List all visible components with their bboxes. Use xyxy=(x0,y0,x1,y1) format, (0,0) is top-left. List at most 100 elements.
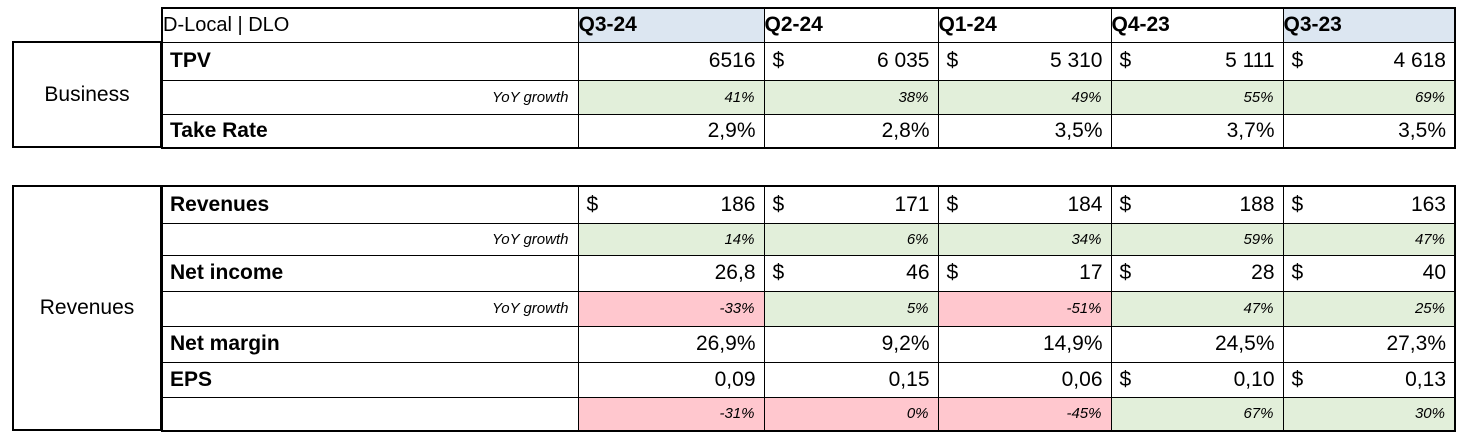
table-row-tpv: TPV 6516 $6 035 $5 310 $5 111 $4 618 xyxy=(161,41,1456,81)
row-label-cell[interactable]: Net income xyxy=(161,254,579,292)
table-row-eps-yoy: -31% 0% -45% 67% 30% xyxy=(161,396,1456,432)
value-cell[interactable]: $163 xyxy=(1282,185,1456,224)
value-cell[interactable]: 3,7% xyxy=(1110,113,1284,149)
cell-value: 5 111 xyxy=(1225,49,1275,72)
value-cell[interactable]: 24,5% xyxy=(1110,325,1284,363)
value-cell[interactable]: 3,5% xyxy=(1282,113,1456,149)
row-label-cell[interactable]: Net margin xyxy=(161,325,579,363)
value-cell[interactable]: $28 xyxy=(1110,254,1284,292)
cell-value: 3,7% xyxy=(1226,118,1275,142)
quarter-header-cell[interactable]: Q2-24 xyxy=(763,7,939,43)
cell-value: 171 xyxy=(894,192,930,216)
cell-value: 14,9% xyxy=(1042,332,1103,355)
value-cell[interactable]: $17 xyxy=(937,254,1112,292)
cell-value: 4 618 xyxy=(1393,49,1446,72)
currency-prefix: $ xyxy=(946,261,959,284)
cell-value: 0,13 xyxy=(1405,367,1446,391)
value-cell[interactable]: $0,13 xyxy=(1282,361,1456,398)
value-cell[interactable]: $184 xyxy=(937,185,1112,224)
value-cell[interactable]: 3,5% xyxy=(937,113,1112,149)
growth-cell[interactable]: 5% xyxy=(763,290,939,327)
quarter-header-cell[interactable]: Q1-24 xyxy=(937,7,1112,43)
cell-value: 26,9% xyxy=(695,332,756,355)
growth-cell[interactable]: 34% xyxy=(937,222,1112,256)
value-cell[interactable]: $186 xyxy=(577,185,765,224)
value-cell[interactable]: $40 xyxy=(1282,254,1456,292)
cell-value: 2,8% xyxy=(881,118,930,142)
growth-cell[interactable]: 47% xyxy=(1282,222,1456,256)
quarter-header-cell[interactable]: Q4-23 xyxy=(1110,7,1284,43)
cell-value: 2,9% xyxy=(707,118,756,142)
growth-cell[interactable]: 59% xyxy=(1110,222,1284,256)
cell-value: 6516 xyxy=(708,49,756,72)
row-label-cell[interactable]: YoY growth xyxy=(161,79,579,115)
table-row-tpv-yoy: YoY growth 41% 38% 49% 55% 69% xyxy=(161,79,1456,115)
value-cell[interactable]: $6 035 xyxy=(763,41,939,81)
growth-cell[interactable]: 67% xyxy=(1110,396,1284,432)
growth-cell[interactable]: 30% xyxy=(1282,396,1456,432)
cell-value: 17 xyxy=(1079,261,1103,284)
currency-prefix: $ xyxy=(1291,192,1304,216)
value-cell[interactable]: 26,8 xyxy=(577,254,765,292)
business-table: D-Local | DLO Q3-24 Q2-24 Q1-24 Q4-23 Q3… xyxy=(161,7,1456,149)
section-label-revenues: Revenues xyxy=(12,185,162,431)
growth-cell[interactable]: 69% xyxy=(1282,79,1456,115)
cell-value: 6 035 xyxy=(876,49,930,72)
cell-value: 5 310 xyxy=(1049,49,1103,72)
value-cell[interactable]: 0,15 xyxy=(763,361,939,398)
table-row-eps: EPS 0,09 0,15 0,06 $0,10 $0,13 xyxy=(161,361,1456,398)
growth-cell[interactable]: -33% xyxy=(577,290,765,327)
cell-value: 0,10 xyxy=(1233,367,1275,391)
value-cell[interactable]: $46 xyxy=(763,254,939,292)
value-cell[interactable]: $0,10 xyxy=(1110,361,1284,398)
value-cell[interactable]: 2,8% xyxy=(763,113,939,149)
growth-cell[interactable]: 0% xyxy=(763,396,939,432)
row-label-cell[interactable]: YoY growth xyxy=(161,290,579,327)
value-cell[interactable]: 9,2% xyxy=(763,325,939,363)
row-label-cell[interactable]: TPV xyxy=(161,41,579,81)
currency-prefix: $ xyxy=(772,49,785,72)
currency-prefix: $ xyxy=(1291,49,1304,72)
growth-cell[interactable]: 55% xyxy=(1110,79,1284,115)
growth-cell[interactable]: 38% xyxy=(763,79,939,115)
value-cell[interactable]: 0,06 xyxy=(937,361,1112,398)
value-cell[interactable]: 14,9% xyxy=(937,325,1112,363)
cell-value: 0,09 xyxy=(714,367,756,391)
value-cell[interactable]: 26,9% xyxy=(577,325,765,363)
cell-value: 26,8 xyxy=(714,261,756,284)
growth-cell[interactable]: -51% xyxy=(937,290,1112,327)
currency-prefix: $ xyxy=(1119,49,1132,72)
value-cell[interactable]: $4 618 xyxy=(1282,41,1456,81)
currency-prefix: $ xyxy=(1291,367,1304,391)
row-label-cell[interactable]: YoY growth xyxy=(161,222,579,256)
value-cell[interactable]: $5 310 xyxy=(937,41,1112,81)
value-cell[interactable]: 27,3% xyxy=(1282,325,1456,363)
quarter-header-cell[interactable]: Q3-24 xyxy=(577,7,765,43)
value-cell[interactable]: $171 xyxy=(763,185,939,224)
growth-cell[interactable]: -45% xyxy=(937,396,1112,432)
value-cell[interactable]: 2,9% xyxy=(577,113,765,149)
growth-cell[interactable]: 49% xyxy=(937,79,1112,115)
value-cell[interactable]: $188 xyxy=(1110,185,1284,224)
growth-cell[interactable]: 47% xyxy=(1110,290,1284,327)
growth-cell[interactable]: 6% xyxy=(763,222,939,256)
growth-cell[interactable]: -31% xyxy=(577,396,765,432)
cell-value: 27,3% xyxy=(1386,332,1446,355)
cell-value: 0,15 xyxy=(888,367,930,391)
table-row-net-income-yoy: YoY growth -33% 5% -51% 47% 25% xyxy=(161,290,1456,327)
row-label-cell[interactable]: EPS xyxy=(161,361,579,398)
cell-value: 9,2% xyxy=(881,332,930,355)
growth-cell[interactable]: 25% xyxy=(1282,290,1456,327)
value-cell[interactable]: 0,09 xyxy=(577,361,765,398)
row-label-cell[interactable]: Revenues xyxy=(161,185,579,224)
growth-cell[interactable]: 14% xyxy=(577,222,765,256)
row-label-cell[interactable]: Take Rate xyxy=(161,113,579,149)
quarter-header-cell[interactable]: Q3-23 xyxy=(1282,7,1456,43)
currency-prefix: $ xyxy=(1119,192,1132,216)
company-title-cell[interactable]: D-Local | DLO xyxy=(161,7,579,43)
value-cell[interactable]: $5 111 xyxy=(1110,41,1284,81)
cell-value: 184 xyxy=(1067,192,1103,216)
value-cell[interactable]: 6516 xyxy=(577,41,765,81)
growth-cell[interactable]: 41% xyxy=(577,79,765,115)
row-label-cell[interactable] xyxy=(161,396,579,432)
